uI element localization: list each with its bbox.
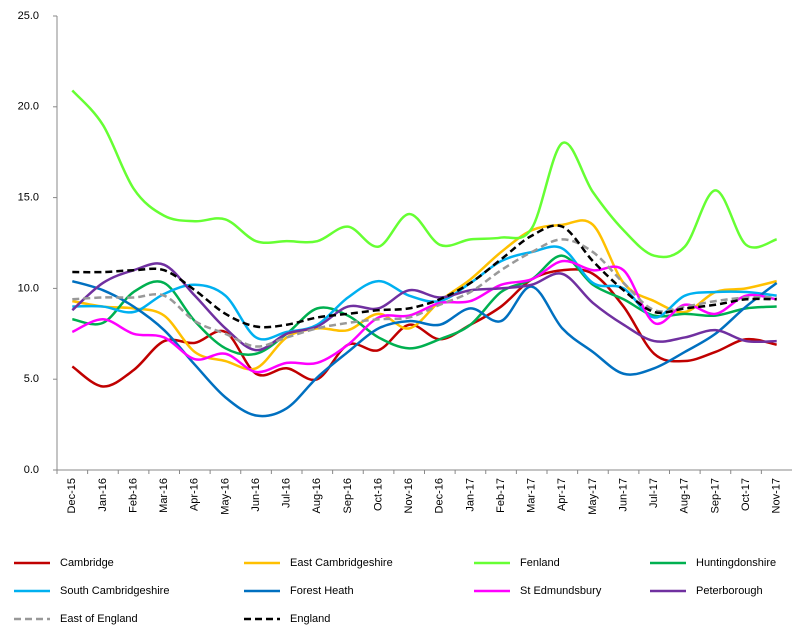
x-tick-label: Oct-17 <box>740 478 752 511</box>
x-tick-label: Aug-17 <box>679 478 691 513</box>
x-tick-label: Aug-16 <box>311 478 323 513</box>
legend-label: East of England <box>60 613 138 625</box>
x-tick-label: Apr-17 <box>556 478 568 511</box>
y-tick-label: 5.0 <box>24 373 39 385</box>
legend-label: St Edmundsbury <box>520 585 602 597</box>
y-tick-label: 10.0 <box>18 282 39 294</box>
x-tick-label: Jun-16 <box>250 478 262 512</box>
x-tick-label: Sep-16 <box>342 478 354 513</box>
legend-label: East Cambridgeshire <box>290 557 393 569</box>
x-tick-label: Oct-16 <box>372 478 384 511</box>
x-tick-label: Dec-15 <box>66 478 78 513</box>
y-tick-label: 20.0 <box>18 101 39 113</box>
series-line <box>71 279 778 418</box>
x-tick-label: Jan-17 <box>464 478 476 512</box>
x-tick-label: Sep-17 <box>709 478 721 513</box>
x-tick-label: Nov-17 <box>771 478 783 513</box>
x-tick-label: Feb-16 <box>127 478 139 513</box>
x-tick-label: Mar-16 <box>158 478 170 513</box>
x-tick-label: Apr-16 <box>189 478 201 511</box>
x-tick-label: Feb-17 <box>495 478 507 513</box>
series-line <box>71 268 777 388</box>
series-line <box>72 224 777 329</box>
x-tick-label: May-17 <box>587 478 599 515</box>
x-tick-label: Mar-17 <box>526 478 538 513</box>
x-tick-label: Jan-16 <box>97 478 109 512</box>
x-tick-label: Dec-16 <box>434 478 446 513</box>
x-tick-label: May-16 <box>219 478 231 515</box>
x-tick-label: Jul-16 <box>281 478 293 508</box>
legend-label: Fenland <box>520 557 560 569</box>
series-line <box>72 219 777 371</box>
legend-label: England <box>290 613 330 625</box>
series-line <box>71 89 778 259</box>
legend-label: South Cambridgeshire <box>60 585 169 597</box>
x-tick-label: Jul-17 <box>648 478 660 508</box>
y-tick-label: 15.0 <box>18 192 39 204</box>
legend-label: Peterborough <box>696 585 763 597</box>
legend-label: Forest Heath <box>290 585 354 597</box>
series-line <box>71 262 777 352</box>
x-tick-label: Jun-17 <box>617 478 629 512</box>
series-line <box>72 245 777 341</box>
y-tick-label: 0.0 <box>24 464 39 476</box>
legend-label: Huntingdonshire <box>696 557 776 569</box>
series-line <box>71 259 777 374</box>
x-tick-label: Nov-16 <box>403 478 415 513</box>
series-line <box>72 254 777 356</box>
legend-label: Cambridge <box>60 557 114 569</box>
y-tick-label: 25.0 <box>18 10 39 22</box>
series-line <box>72 238 777 348</box>
